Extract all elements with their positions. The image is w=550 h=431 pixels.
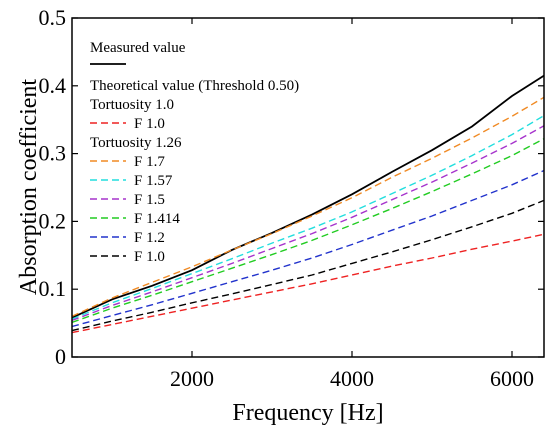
series-line-measured-measured-value <box>71 74 545 319</box>
axis-ticks: 2000 4000 6000 0 0.1 0.2 0.3 0.4 0.5 <box>39 5 544 391</box>
y-tick-label: 0.2 <box>39 208 67 233</box>
legend: Measured value Theoretical value (Thresho… <box>90 40 299 265</box>
series-line-tortuosity_b-f-1-0 <box>71 199 545 332</box>
legend-label-tortuosity-b-f-1-5: F 1.5 <box>134 192 165 208</box>
plot-frame <box>71 17 545 358</box>
y-tick-label: 0 <box>55 344 66 369</box>
series-line-tortuosity_b-f-1-5 <box>71 125 545 322</box>
legend-label-tortuosity-a-f-1-0: F 1.0 <box>134 116 165 132</box>
y-tick-label: 0.4 <box>39 73 67 98</box>
series-line-tortuosity_a-f-1-0 <box>71 233 545 334</box>
legend-label-tortuosity-b-f-1-2: F 1.2 <box>134 230 165 246</box>
legend-label-tortuosity-b-f-1-414: F 1.414 <box>134 211 180 227</box>
x-tick-label: 2000 <box>170 366 214 391</box>
series-line-tortuosity_b-f-1-57 <box>71 114 545 320</box>
legend-label-tortuosity-b-f-1-7: F 1.7 <box>134 154 165 170</box>
y-tick-label: 0.3 <box>39 141 67 166</box>
series-line-tortuosity_b-f-1-414 <box>71 138 545 324</box>
legend-label-measured: Measured value <box>90 40 186 56</box>
legend-label-tortuosity-b-f-1-57: F 1.57 <box>134 173 173 189</box>
x-axis-title: Frequency [Hz] <box>232 400 383 426</box>
legend-header-tortuosity-a: Tortuosity 1.0 <box>90 97 174 113</box>
x-tick-label: 4000 <box>330 366 374 391</box>
y-tick-label: 0.5 <box>39 5 67 30</box>
legend-header-theoretical: Theoretical value (Threshold 0.50) <box>90 78 299 94</box>
x-tick-label: 6000 <box>490 366 534 391</box>
y-tick-label: 0.1 <box>39 276 67 301</box>
legend-label-tortuosity-b-f-1-0: F 1.0 <box>134 249 165 265</box>
y-axis-title: Absorption coefficient <box>16 79 42 295</box>
series-line-tortuosity_b-f-1-2 <box>71 169 545 328</box>
plot-marks <box>71 74 545 334</box>
legend-header-tortuosity-b: Tortuosity 1.26 <box>90 135 182 151</box>
